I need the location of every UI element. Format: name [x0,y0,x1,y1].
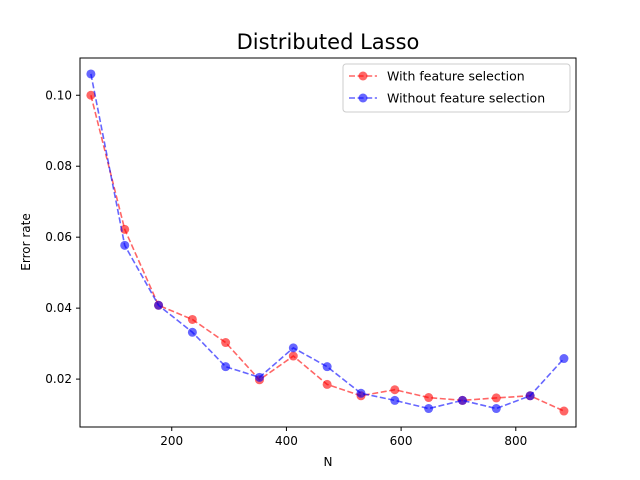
legend: With feature selection Without feature se… [342,63,571,113]
data-point [221,338,231,348]
data-point [86,90,96,100]
data-point [525,391,535,401]
data-point [559,406,569,416]
data-point [322,379,332,389]
x-axis-label: N [324,455,333,469]
series-line-without-feature-selection [90,73,565,410]
data-point [288,351,298,361]
y-axis-label: Error rate [19,213,33,270]
data-point [120,240,130,250]
plot-area [79,57,577,428]
data-point [322,362,332,372]
x-tick-label: 600 [390,434,413,448]
y-tick-label: 0.06 [45,230,72,244]
data-point [491,393,501,403]
data-point [424,393,434,403]
legend-marker [358,71,368,81]
plot-frame [79,57,577,428]
data-point [356,388,366,398]
y-axis: 0.02 0.04 0.06 0.08 0.10 [45,88,80,386]
data-point [187,327,197,337]
y-tick-label: 0.04 [45,301,72,315]
data-point [457,395,467,405]
legend-box [342,63,571,113]
data-point [86,69,96,79]
data-point [491,404,501,414]
x-tick-label: 200 [160,434,183,448]
x-tick-label: 800 [504,434,527,448]
legend-label: With feature selection [387,69,525,84]
x-tick-label: 400 [275,434,298,448]
data-point [559,354,569,364]
data-point [424,404,434,414]
legend-label: Without feature selection [387,91,545,106]
data-point [288,343,298,353]
data-point [221,362,231,372]
data-point [390,385,400,395]
y-tick-label: 0.10 [45,88,72,102]
data-point [390,395,400,405]
y-tick-label: 0.08 [45,159,72,173]
data-point [254,372,264,382]
data-point [154,300,164,310]
x-axis: 200 400 600 800 [160,427,527,448]
y-tick-label: 0.02 [45,372,72,386]
data-point [187,314,197,324]
series-without-feature-selection [86,69,569,414]
legend-marker [358,93,368,103]
chart-title: Distributed Lasso [237,30,420,54]
